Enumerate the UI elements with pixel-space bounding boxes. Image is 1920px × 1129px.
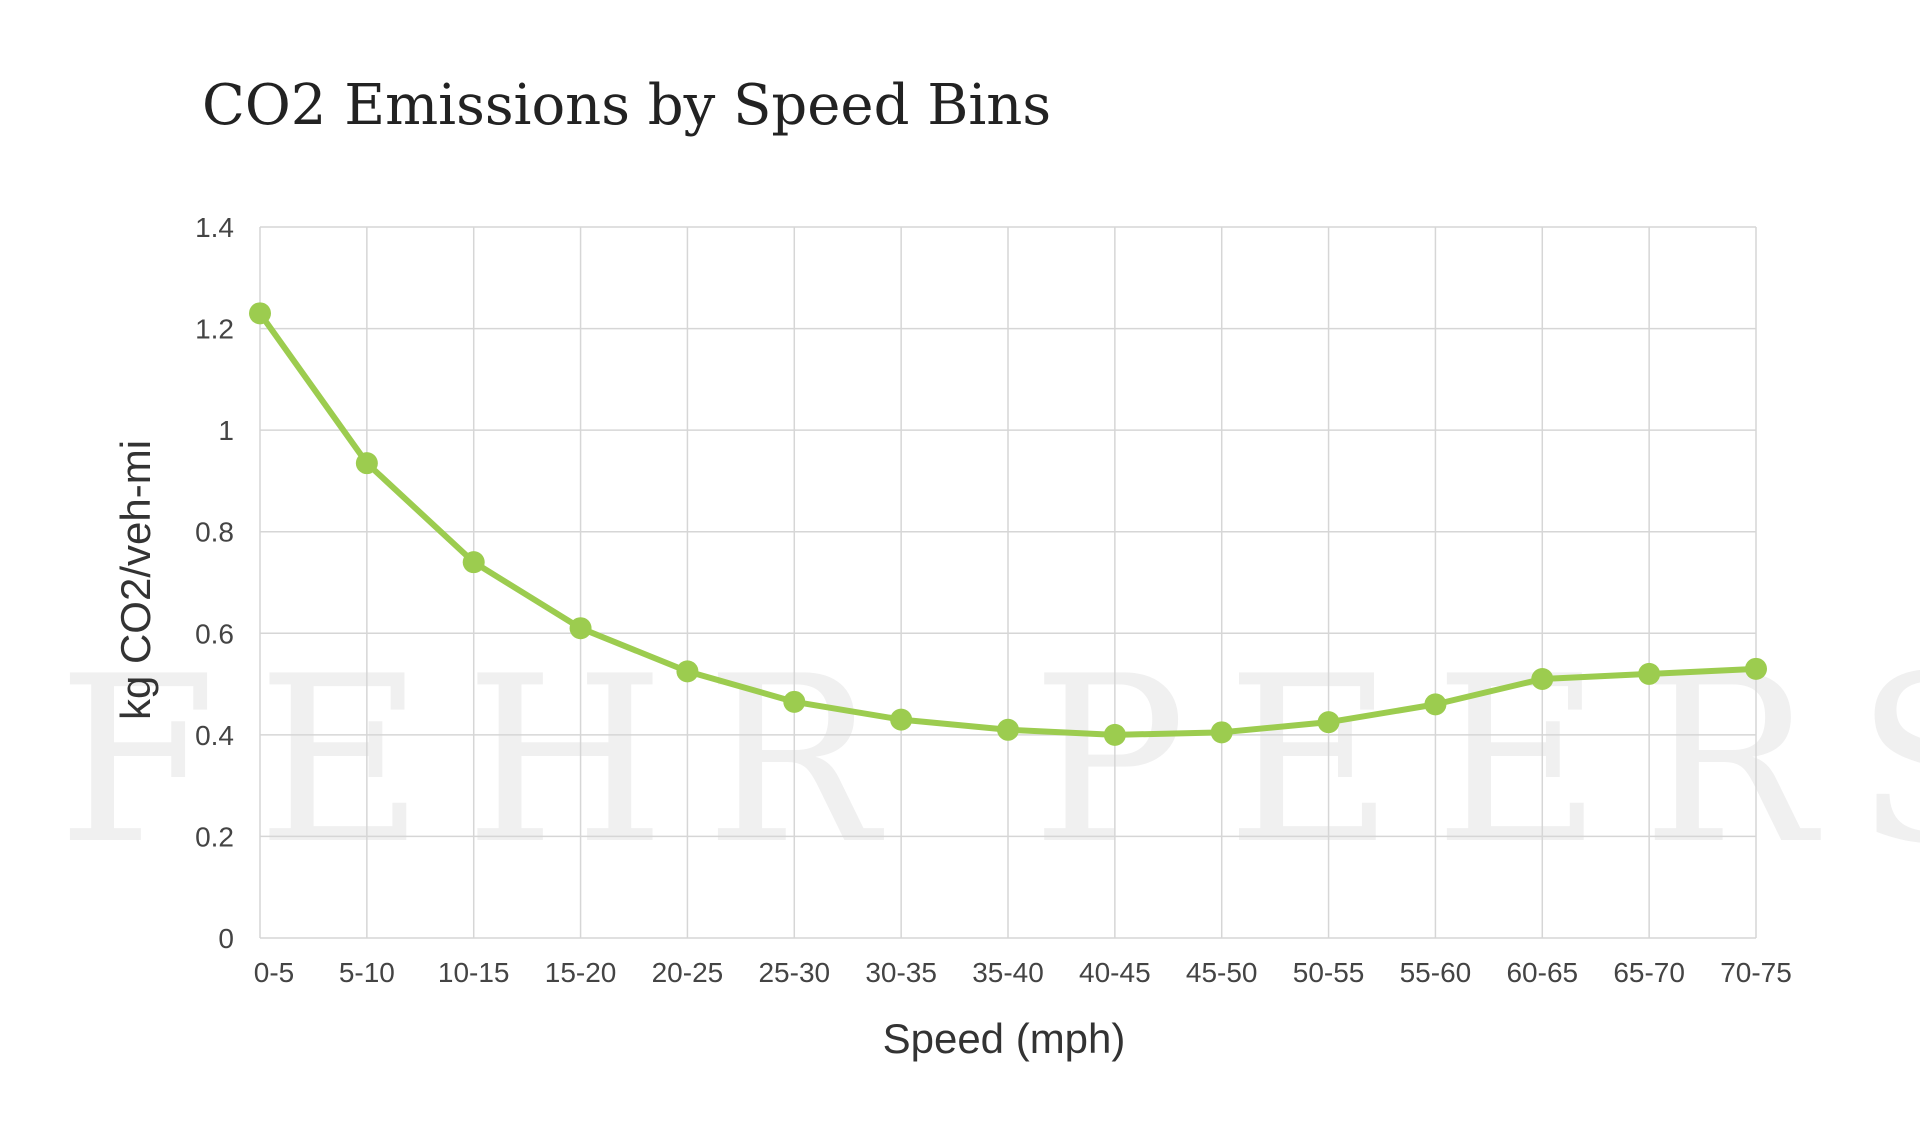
y-tick-label: 0.8 [195,517,234,548]
y-axis-ticks: 0 0.2 0.4 0.6 0.8 1 1.2 1.4 [195,212,234,954]
data-point [1424,693,1447,716]
y-tick-label: 0.2 [195,821,234,852]
data-point [569,617,592,640]
x-tick-label: 25-30 [758,957,830,988]
y-tick-label: 1.4 [195,212,234,243]
x-tick-label: 35-40 [972,957,1044,988]
watermark: FEHR PEERS [57,628,1920,895]
y-tick-label: 0.6 [195,618,234,649]
y-tick-label: 0 [218,923,234,954]
x-tick-label: 45-50 [1186,957,1258,988]
x-tick-label: 30-35 [865,957,937,988]
data-point [676,660,699,683]
data-point [1210,721,1233,744]
x-tick-label: 50-55 [1293,957,1365,988]
chart-title: CO2 Emissions by Speed Bins [202,73,1051,138]
x-tick-label: 65-70 [1613,957,1685,988]
data-point [890,708,913,731]
data-point [355,452,378,475]
data-point [1531,667,1554,690]
data-point [249,302,271,325]
data-point [1103,723,1126,746]
x-tick-label: 55-60 [1400,957,1472,988]
x-tick-label: 60-65 [1506,957,1578,988]
x-tick-label: 20-25 [652,957,724,988]
x-tick-label: 40-45 [1079,957,1151,988]
data-point [1317,711,1340,734]
grid-lines [259,226,1757,939]
data-point [997,718,1019,741]
y-tick-label: 0.4 [195,720,234,751]
x-tick-label: 0-5 [254,957,294,988]
y-tick-label: 1.2 [195,314,234,345]
data-point [783,690,806,713]
x-axis-ticks: 0-5 5-10 10-15 15-20 20-25 25-30 30-35 35-40 40-… [254,957,1792,988]
x-axis-title: Speed (mph) [883,1015,1126,1062]
series-points [249,302,1767,746]
data-point [1745,657,1767,680]
y-axis-title: kg CO2/veh-mi [112,440,159,720]
x-tick-label: 15-20 [545,957,617,988]
data-point [1638,662,1661,685]
y-tick-label: 1 [218,415,234,446]
x-tick-label: 70-75 [1720,957,1792,988]
x-tick-label: 10-15 [438,957,510,988]
x-tick-label: 5-10 [339,957,395,988]
data-point [462,551,485,574]
